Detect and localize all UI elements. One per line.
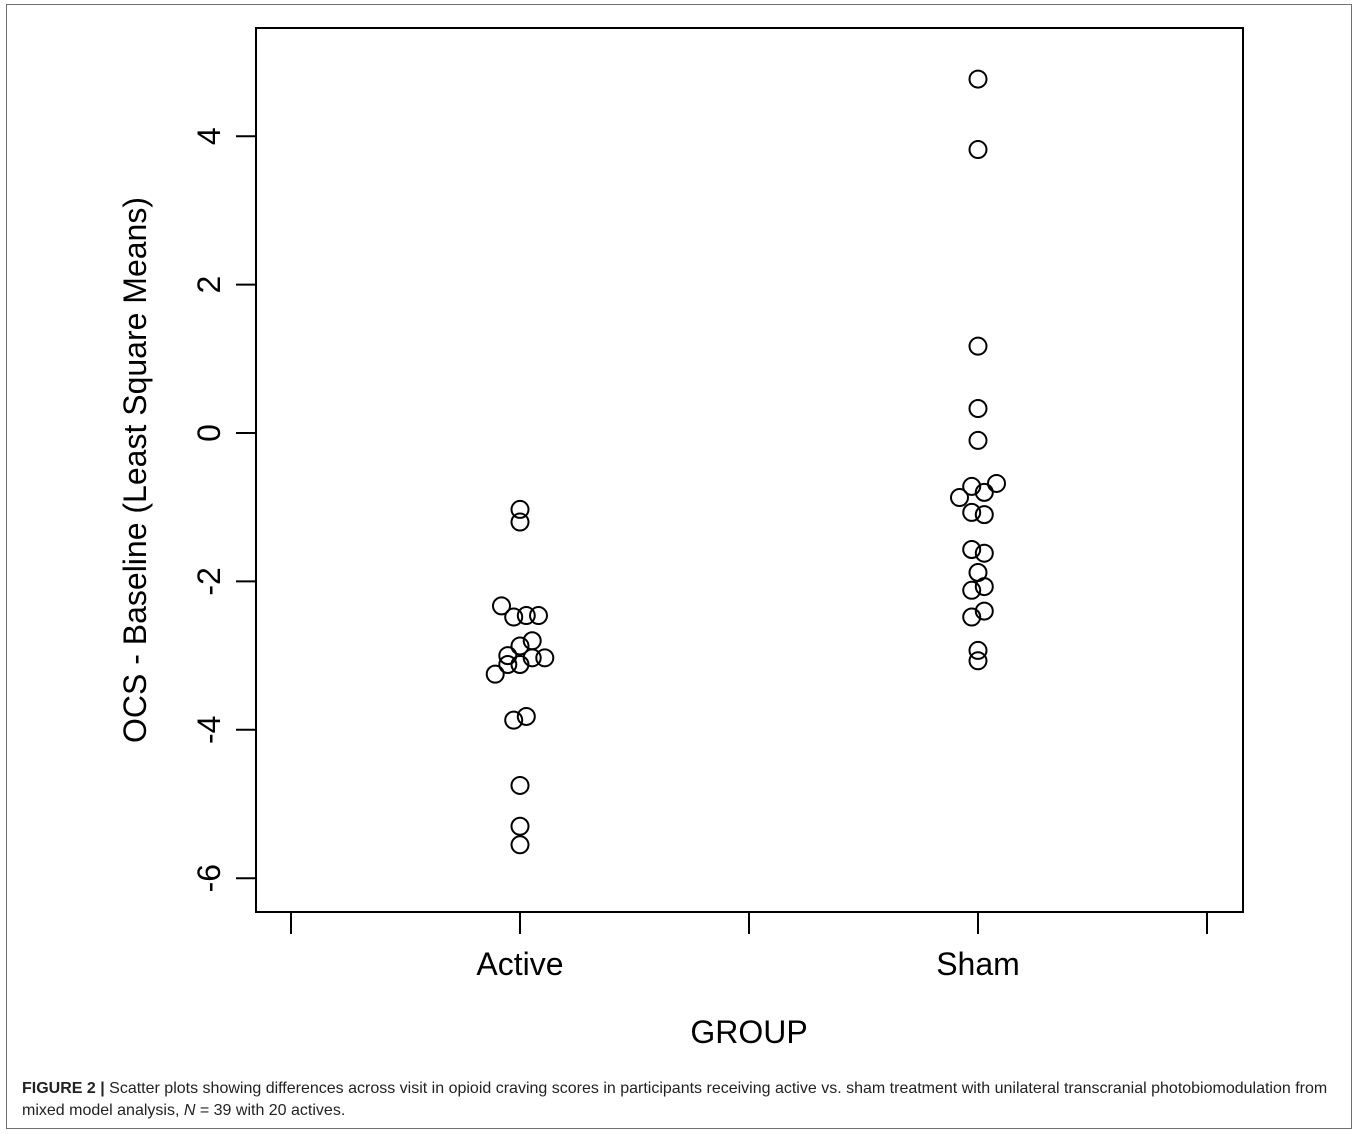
data-point-active bbox=[498, 646, 518, 666]
data-point-active bbox=[535, 648, 555, 668]
data-point-active bbox=[510, 499, 530, 519]
data-point-sham bbox=[962, 607, 982, 627]
y-axis-label: OCS - Baseline (Least Square Means) bbox=[117, 197, 153, 743]
data-point-sham bbox=[974, 482, 994, 502]
data-point-active bbox=[504, 710, 524, 730]
y-tick-label: -4 bbox=[191, 716, 227, 744]
y-axis: -6 -4 -2 0 2 4 bbox=[191, 127, 256, 892]
data-point-sham bbox=[987, 473, 1006, 493]
y-tick-label: -2 bbox=[191, 567, 227, 595]
data-point-sham bbox=[974, 577, 994, 597]
data-point-active bbox=[492, 596, 511, 616]
data-point-active bbox=[529, 606, 548, 626]
caption-text: Scatter plots showing differences across… bbox=[22, 1080, 1328, 1119]
y-tick-label: 0 bbox=[191, 424, 227, 442]
x-tick-label: Active bbox=[476, 946, 563, 982]
data-point-sham bbox=[962, 580, 982, 600]
y-tick-label: 4 bbox=[191, 127, 227, 145]
figure-caption: FIGURE 2 | Scatter plots showing differe… bbox=[22, 1078, 1332, 1122]
y-tick-label: -6 bbox=[191, 864, 227, 892]
data-point-sham bbox=[962, 476, 982, 496]
data-point-active bbox=[510, 636, 530, 656]
data-point-sham bbox=[968, 430, 988, 450]
x-tick-label: Sham bbox=[936, 946, 1020, 982]
x-axis-label: GROUP bbox=[690, 1014, 807, 1050]
x-axis: Active Sham bbox=[290, 911, 1208, 982]
data-point-active bbox=[485, 664, 505, 684]
data-point-active bbox=[510, 775, 530, 795]
data-point-sham bbox=[974, 505, 994, 525]
data-point-sham bbox=[968, 640, 988, 660]
y-tick-label: 2 bbox=[191, 276, 227, 294]
caption-n-symbol: N bbox=[183, 1102, 196, 1119]
plot-box bbox=[255, 27, 1244, 913]
caption-text-end: = 39 with 20 actives. bbox=[195, 1102, 346, 1119]
data-point-sham bbox=[962, 502, 982, 522]
data-point-sham bbox=[968, 399, 988, 419]
data-point-active bbox=[510, 816, 530, 836]
caption-label: FIGURE 2 | bbox=[22, 1080, 105, 1097]
data-point-sham bbox=[968, 69, 988, 89]
data-point-active bbox=[516, 706, 536, 726]
data-point-active bbox=[504, 607, 524, 627]
data-points bbox=[485, 69, 1006, 855]
data-point-sham bbox=[968, 336, 988, 356]
data-point-active bbox=[510, 835, 530, 855]
data-point-active bbox=[510, 655, 530, 675]
data-point-active bbox=[516, 606, 536, 626]
data-point-active bbox=[498, 655, 518, 675]
data-point-sham bbox=[974, 543, 994, 563]
data-point-sham bbox=[968, 140, 988, 160]
data-point-sham bbox=[974, 601, 994, 621]
data-point-sham bbox=[962, 539, 982, 559]
figure-frame bbox=[6, 4, 1352, 1129]
data-point-sham bbox=[950, 488, 969, 508]
data-point-sham bbox=[968, 651, 988, 671]
data-point-active bbox=[510, 512, 530, 532]
